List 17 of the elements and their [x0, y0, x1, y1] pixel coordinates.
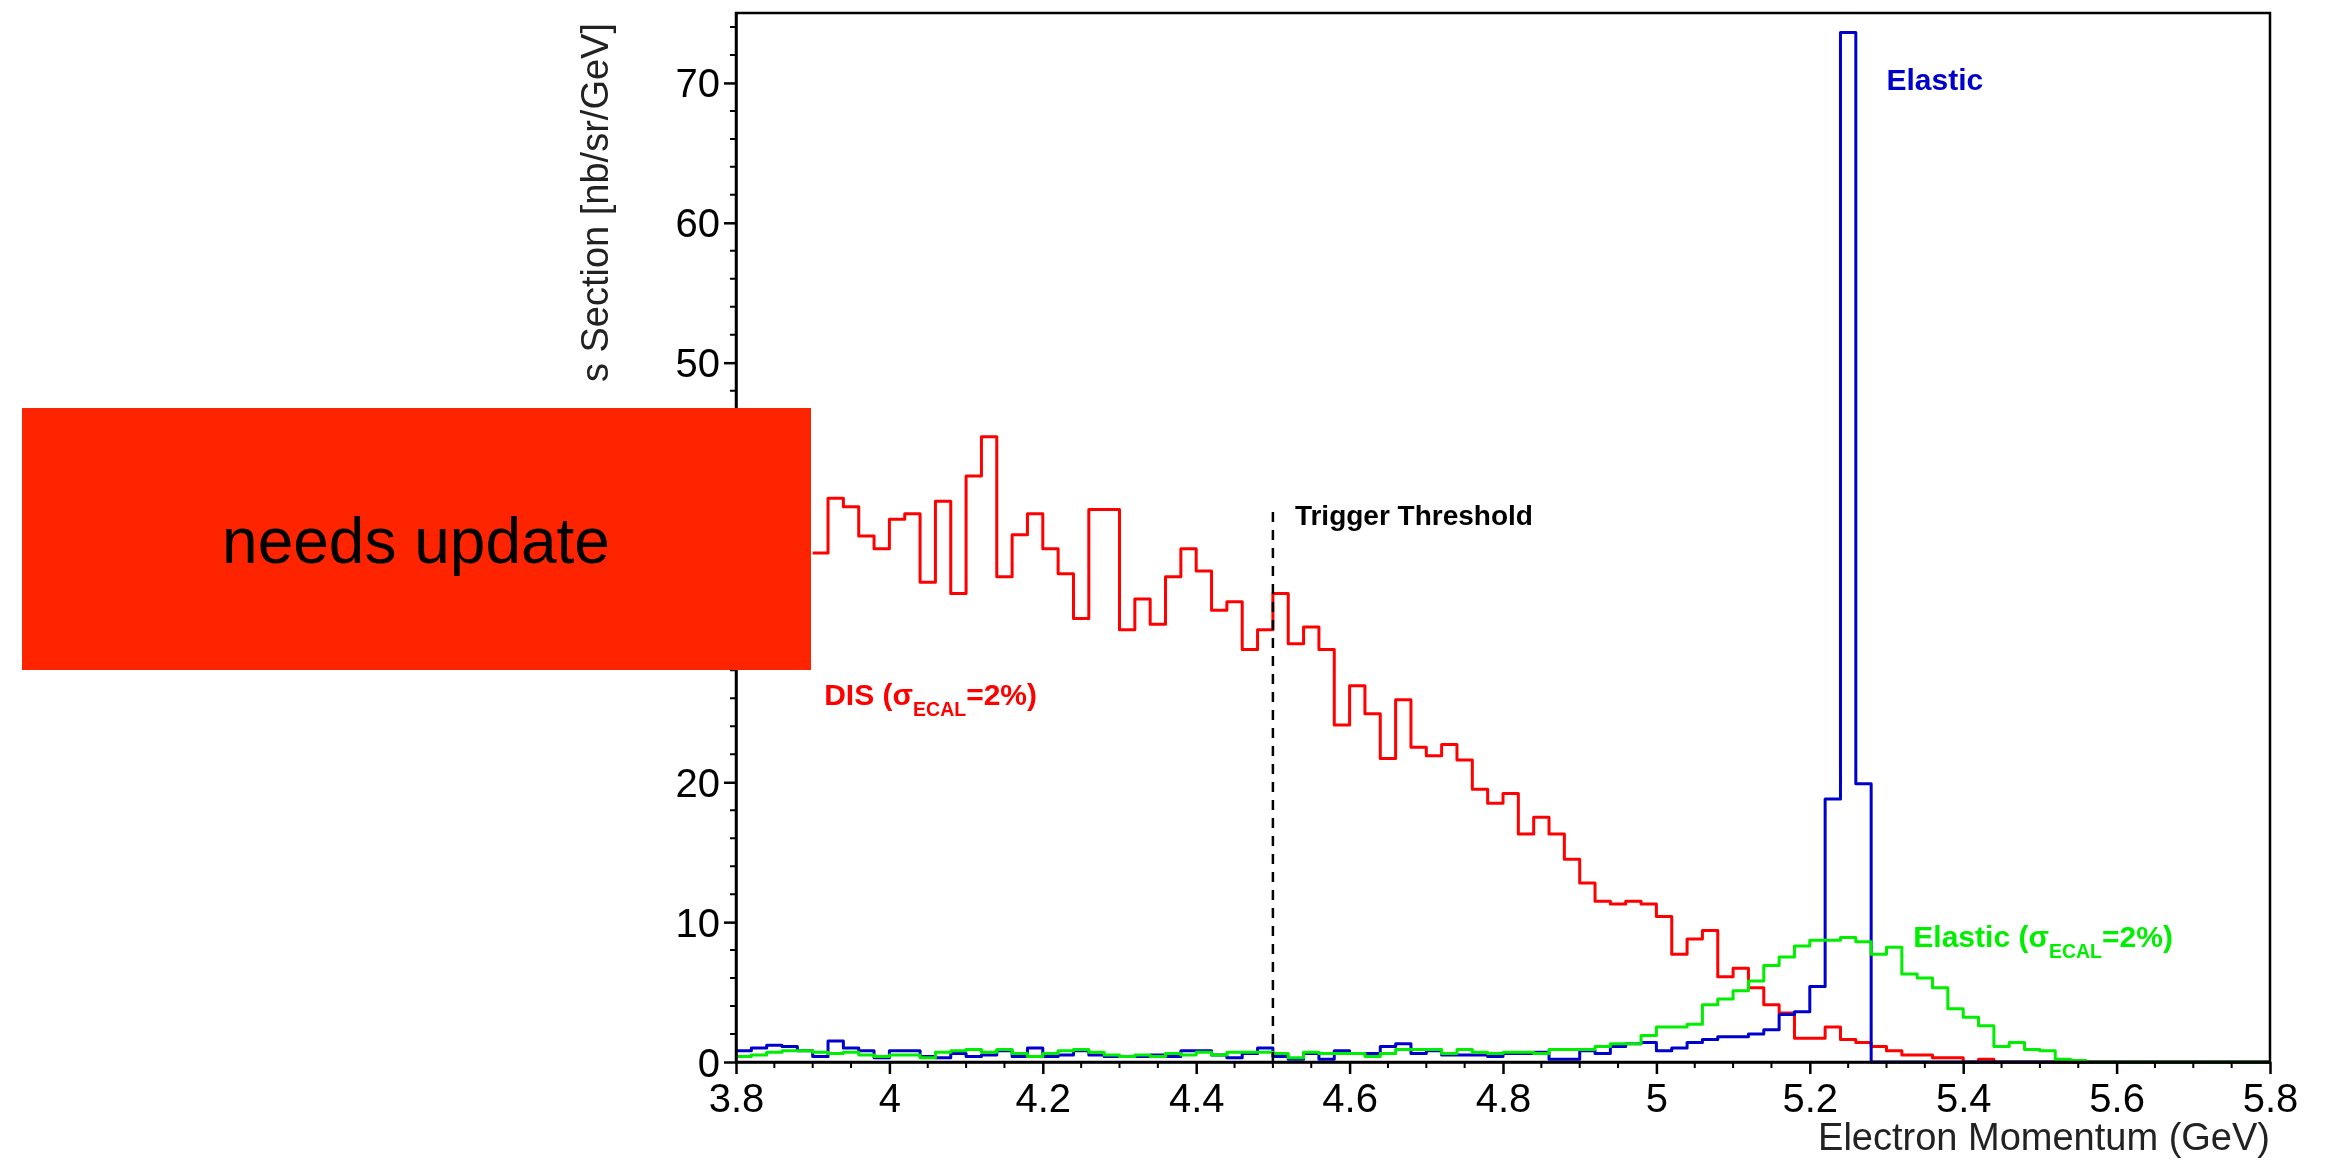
ref-line-label: Trigger Threshold	[1294, 500, 1533, 531]
y-tick-label: 20	[675, 760, 720, 805]
x-tick-label: 4	[878, 1076, 902, 1120]
y-tick-label: 50	[675, 341, 720, 386]
x-tick-label: 4.2	[1015, 1076, 1072, 1120]
note-box: needs update	[22, 408, 811, 670]
y-tick-label: 70	[675, 61, 720, 106]
x-tick-label: 4.4	[1168, 1076, 1225, 1120]
x-tick-label: 4.8	[1475, 1076, 1532, 1120]
y-axis-title: s Section [nb/sr/GeV]	[574, 23, 616, 383]
x-tick-label: 5	[1645, 1076, 1669, 1120]
series-label: Elastic (σ$_{ECAL}$=2%)	[1913, 920, 2173, 963]
x-tick-label: 4.6	[1322, 1076, 1378, 1120]
series-label: Elastic	[1886, 62, 1984, 96]
text: DIS (σ$_{ECAL}$=2%)	[824, 678, 1038, 721]
y-tick-label: 10	[675, 900, 720, 945]
y-tick-label: 60	[675, 201, 720, 246]
